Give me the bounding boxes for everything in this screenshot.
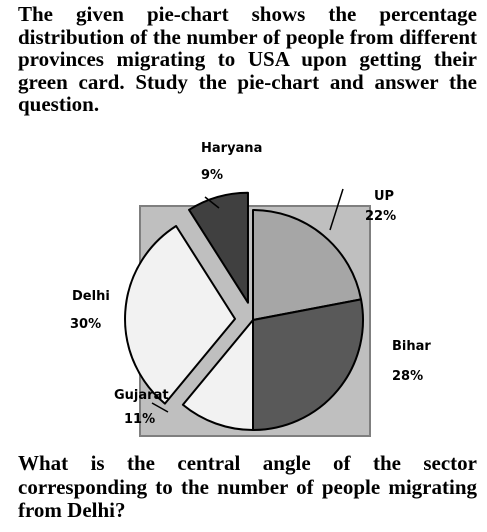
slice-value-haryana: 9% <box>201 168 223 183</box>
slice-value-up: 22% <box>365 209 396 224</box>
slice-value-gujarat: 11% <box>124 412 155 427</box>
leader-lines <box>151 188 344 413</box>
slice-label-gujarat: Gujarat <box>114 388 169 403</box>
slice-label-delhi: Delhi <box>72 289 110 304</box>
slice-label-bihar: Bihar <box>392 339 431 354</box>
leader-line-haryana <box>204 196 220 209</box>
slice-value-delhi: 30% <box>70 317 101 332</box>
pie-slice-bihar <box>252 298 364 431</box>
pie-slice-up <box>252 209 363 321</box>
leader-line-gujarat <box>151 402 169 413</box>
slice-label-haryana: Haryana <box>201 141 262 156</box>
intro-paragraph: The given pie-chart shows the percentage… <box>18 2 477 116</box>
pie-slice-haryana <box>188 191 249 304</box>
question-paragraph: What is the central angle of the sector … <box>18 451 477 522</box>
pie-chart: UP 22% Bihar 28% Gujarat 11% Delhi 30% Haryana 9% <box>70 141 431 437</box>
pie-slices <box>124 191 364 431</box>
slice-label-up: UP <box>374 189 394 204</box>
pie-slice-delhi <box>124 224 237 405</box>
pie-slice-gujarat <box>181 319 254 431</box>
leader-line-up <box>329 188 344 231</box>
slice-labels: UP 22% Bihar 28% Gujarat 11% Delhi 30% Haryana 9% <box>70 141 431 427</box>
slice-value-bihar: 28% <box>392 369 423 384</box>
